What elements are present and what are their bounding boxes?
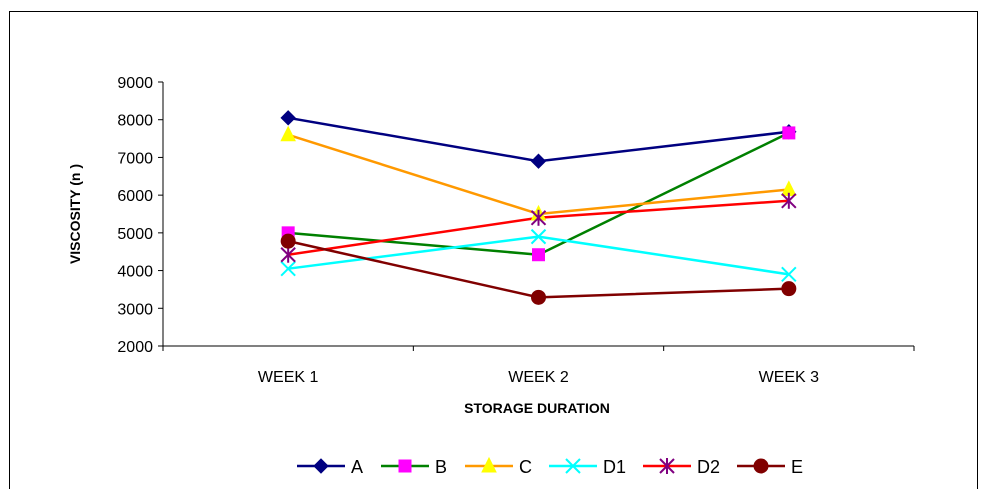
data-point-d1 (280, 260, 296, 277)
legend-label: E (791, 457, 803, 477)
legend-label: B (435, 457, 447, 477)
legend-marker (398, 459, 412, 473)
y-axis-title: VISCOSITY (n ) (67, 164, 83, 264)
y-tick-label: 5000 (117, 226, 153, 243)
y-tick-label: 3000 (117, 301, 153, 318)
y-tick-label: 2000 (117, 339, 153, 356)
legend-item-d2: D2 (643, 457, 720, 477)
y-tick-label: 8000 (117, 113, 153, 130)
legend-label: D2 (697, 457, 720, 477)
x-tick-label: WEEK 3 (759, 369, 820, 386)
data-point-a (530, 153, 547, 169)
data-point-d2 (781, 192, 797, 209)
y-ticks: 2000 3000 4000 5000 6000 7000 8000 9000 (117, 75, 163, 356)
data-point-d1 (530, 228, 547, 245)
legend-marker (659, 458, 675, 474)
data-point-e (781, 281, 797, 297)
legend-label: D1 (603, 457, 626, 477)
data-point-d2 (280, 246, 296, 263)
data-point-c (280, 125, 296, 142)
legend-label: C (519, 457, 532, 477)
data-point-e (280, 233, 296, 249)
y-tick-label: 7000 (117, 150, 153, 167)
x-tick-label: WEEK 1 (258, 369, 319, 386)
x-ticks: WEEK 1 WEEK 2 WEEK 3 (162, 346, 915, 386)
legend-marker (481, 456, 497, 473)
data-point-d2 (530, 209, 547, 226)
legend: A B C D1 D2 E (297, 456, 803, 477)
legend-item-b: B (381, 457, 447, 477)
x-tick-label: WEEK 2 (508, 369, 569, 386)
legend-item-d1: D1 (549, 457, 626, 477)
legend-item-c: C (465, 456, 532, 477)
legend-item-e: E (737, 457, 803, 477)
y-tick-label: 9000 (117, 75, 153, 92)
y-tick-label: 4000 (117, 264, 153, 281)
x-axis-title: STORAGE DURATION (464, 400, 610, 416)
data-point-e (531, 289, 546, 305)
y-tick-label: 6000 (117, 188, 153, 205)
data-point-b (782, 126, 796, 140)
legend-item-a: A (297, 457, 363, 477)
legend-marker (565, 458, 581, 474)
legend-marker (753, 458, 769, 474)
legend-label: A (351, 457, 363, 477)
data-point-b (532, 248, 545, 262)
data-point-d1 (781, 266, 797, 283)
data-point-a (280, 110, 296, 126)
plot-area (280, 110, 797, 305)
legend-marker (313, 458, 329, 474)
